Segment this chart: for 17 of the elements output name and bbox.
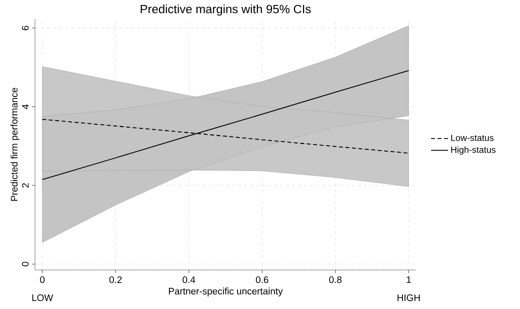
chart-title: Predictive margins with 95% CIs	[140, 4, 311, 16]
x-tick-label: 1	[406, 276, 411, 283]
text: HIGH	[398, 294, 420, 302]
x-tick-label: 0.8	[329, 276, 342, 284]
x-tick-label: 0	[40, 276, 45, 284]
legend-label: High-status	[451, 146, 496, 155]
legend-label: Low-status	[451, 134, 494, 142]
x-tick-label: 0.4	[182, 276, 196, 284]
y-axis-title: Predicted firm performance	[10, 88, 20, 201]
y-tick-label: 4	[22, 104, 29, 110]
x-axis-title: Partner-specific uncertainty	[168, 288, 283, 296]
text: LOW	[32, 294, 54, 302]
y-tick-label: 2	[22, 183, 29, 188]
y-tick-label: 0	[22, 262, 29, 266]
x-tick-label: 0.2	[109, 276, 122, 284]
x-tick-label: 0.6	[256, 276, 268, 284]
y-tick-label: 6	[22, 26, 29, 30]
